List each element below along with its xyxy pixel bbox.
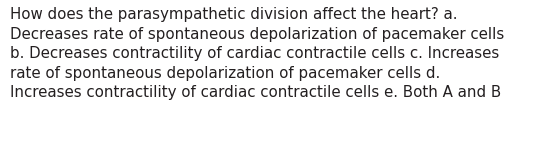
Text: How does the parasympathetic division affect the heart? a.
Decreases rate of spo: How does the parasympathetic division af… <box>10 7 504 100</box>
